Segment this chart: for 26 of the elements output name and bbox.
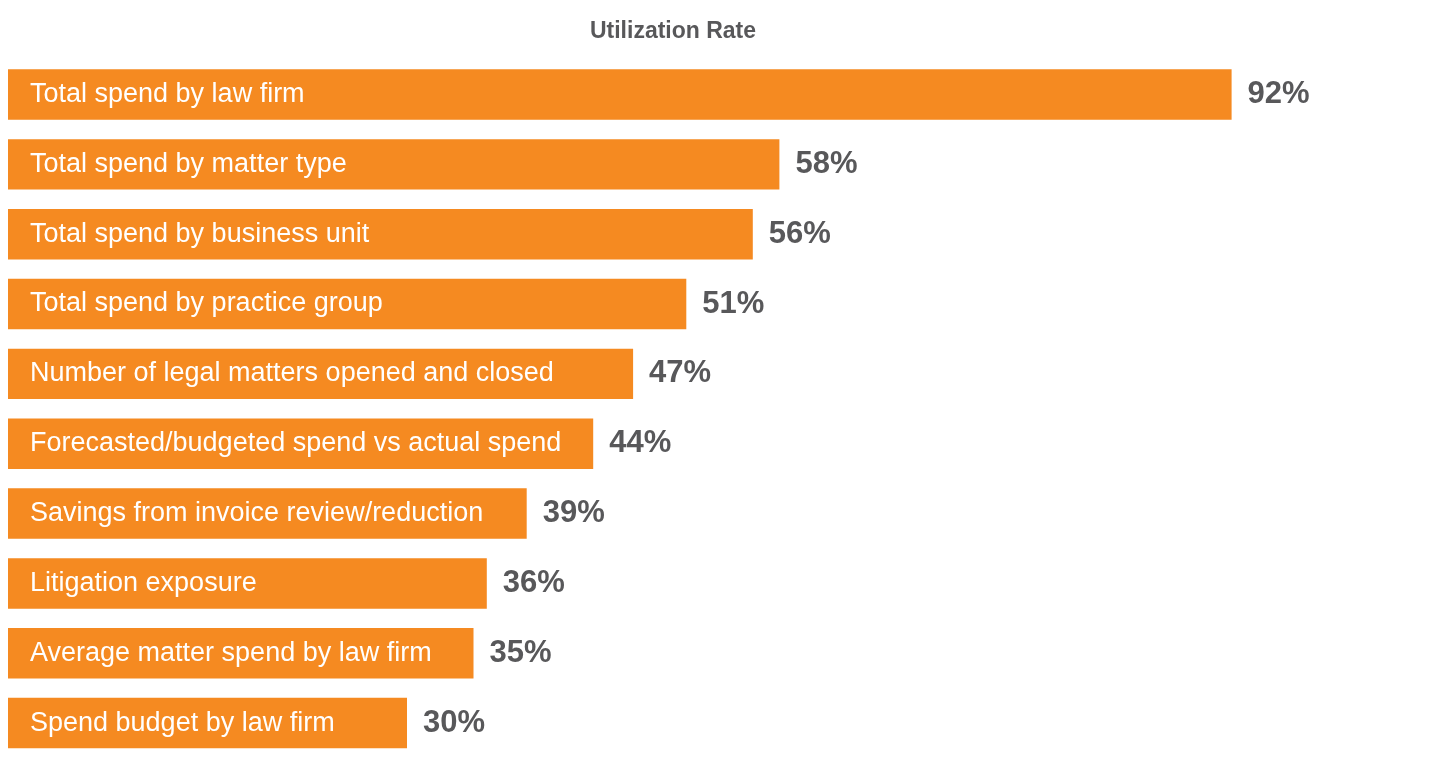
data-label: 92% <box>1247 75 1310 111</box>
data-label: 58% <box>795 144 858 180</box>
y-tick-label: Total spend by practice group <box>30 287 383 318</box>
data-label: 56% <box>768 214 831 250</box>
data-label: 39% <box>542 494 605 530</box>
y-tick-label: Number of legal matters opened and closed <box>30 357 554 388</box>
data-label: 51% <box>702 284 765 320</box>
data-label: 30% <box>423 703 486 739</box>
bar <box>8 139 780 190</box>
bar <box>8 558 487 609</box>
chart-title: Utilization Rate <box>589 17 757 44</box>
y-tick-label: Forecasted/budgeted spend vs actual spend <box>30 427 562 458</box>
y-tick-label: Spend budget by law firm <box>30 706 335 737</box>
y-tick-label: Savings from invoice review/reduction <box>30 497 484 528</box>
y-tick-label: Total spend by law firm <box>30 77 305 108</box>
data-label: 47% <box>649 354 712 390</box>
y-tick-label: Average matter spend by law firm <box>30 636 432 667</box>
bar <box>8 278 687 330</box>
bar <box>8 69 1232 120</box>
data-label: 36% <box>502 563 565 599</box>
data-label: 44% <box>609 424 672 460</box>
y-tick-label: Total spend by matter type <box>30 147 347 178</box>
y-tick-label: Litigation exposure <box>30 566 257 597</box>
data-label: 35% <box>489 633 552 669</box>
bar <box>8 208 753 260</box>
y-tick-label: Total spend by business unit <box>30 217 370 248</box>
